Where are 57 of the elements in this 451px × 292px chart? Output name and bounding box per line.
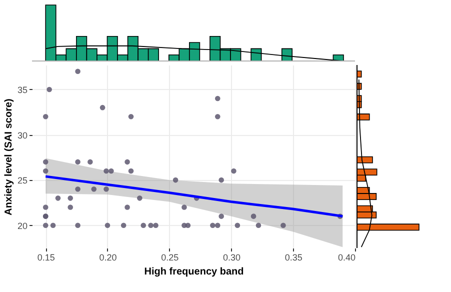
- point: [182, 204, 187, 210]
- x-tick-label: 0.20: [99, 252, 117, 262]
- point: [120, 222, 126, 228]
- point: [68, 196, 74, 201]
- point: [124, 159, 130, 165]
- point: [234, 222, 240, 228]
- point: [104, 186, 109, 192]
- point: [42, 159, 48, 165]
- point: [148, 222, 154, 228]
- point: [88, 159, 93, 165]
- point: [137, 196, 142, 201]
- point: [42, 204, 48, 210]
- point: [153, 222, 158, 228]
- x-axis-title: High frequency band: [144, 266, 244, 278]
- x-tick-label: 0.30: [222, 252, 241, 262]
- point: [100, 104, 106, 110]
- point: [128, 168, 134, 174]
- point: [231, 168, 236, 174]
- point: [104, 168, 109, 174]
- point: [256, 222, 262, 228]
- point: [75, 186, 80, 192]
- point: [46, 86, 52, 92]
- y-axis-title: Anxiety level (SAI score): [3, 98, 14, 216]
- point: [42, 114, 48, 120]
- point: [50, 222, 56, 228]
- point: [42, 222, 48, 228]
- x-tick-label: 0.35: [284, 252, 302, 262]
- point: [91, 186, 97, 192]
- point: [75, 159, 80, 165]
- point: [42, 168, 48, 174]
- y-tick-label: 35: [17, 84, 28, 95]
- point: [185, 222, 191, 228]
- point: [218, 214, 224, 219]
- y-tick-label: 25: [17, 176, 28, 186]
- point: [128, 114, 134, 120]
- point: [55, 196, 61, 201]
- point: [104, 222, 110, 228]
- x-tick-label: 0.15: [37, 252, 55, 262]
- point: [210, 222, 216, 228]
- point: [172, 177, 178, 183]
- point: [214, 222, 220, 228]
- point: [214, 114, 220, 120]
- point: [218, 177, 224, 183]
- x-tick-label: 0.25: [161, 252, 179, 262]
- y-tick-label: 20: [17, 220, 28, 231]
- line-series: [44, 175, 344, 218]
- point: [140, 222, 146, 228]
- point: [75, 222, 80, 228]
- point: [214, 96, 220, 102]
- point: [68, 204, 74, 210]
- point: [75, 68, 80, 74]
- point: [108, 168, 114, 174]
- x-tick-label: 0.40: [338, 252, 356, 262]
- point: [280, 222, 286, 228]
- point: [124, 204, 130, 210]
- point: [250, 214, 256, 219]
- y-tick-label: 30: [17, 130, 28, 140]
